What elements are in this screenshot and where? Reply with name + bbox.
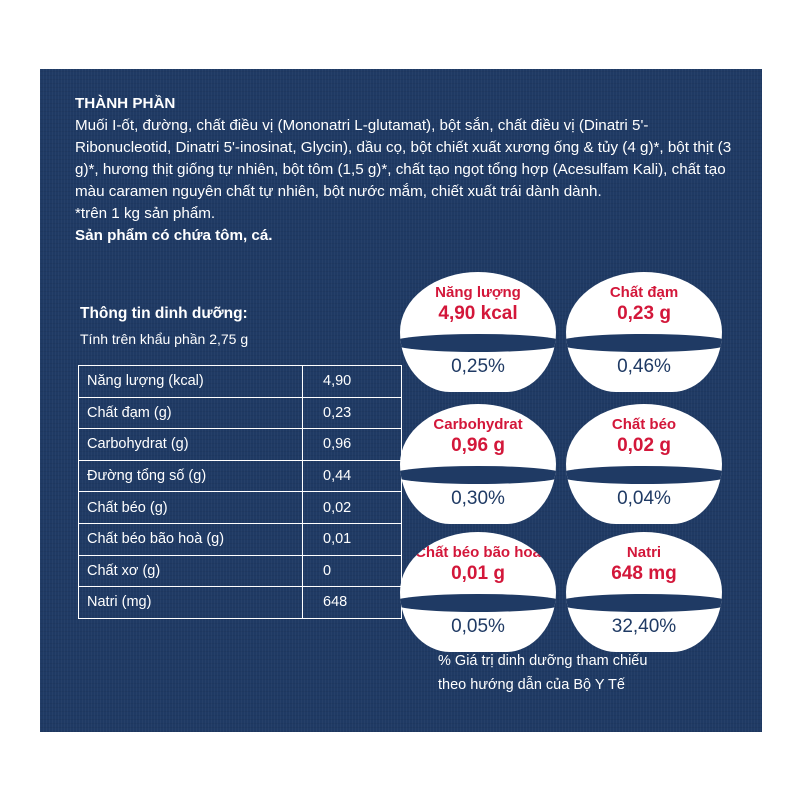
dv-label: Năng lượng	[435, 284, 521, 301]
dv-badge-protein: Chất đạm 0,23 g 0,46%	[566, 272, 722, 392]
dv-percent: 32,40%	[611, 616, 677, 637]
dv-percent: 0,04%	[617, 488, 671, 509]
dv-amount: 0,96 g	[451, 435, 505, 456]
dv-percent: 0,25%	[451, 356, 505, 377]
table-row: Chất đạm (g) 0,23	[78, 396, 402, 430]
dv-label: Carbohydrat	[433, 416, 523, 433]
table-row: Chất xơ (g) 0	[78, 554, 402, 588]
footnote-line: theo hướng dẫn của Bộ Y Tế	[438, 677, 625, 693]
row-label: Chất xơ (g)	[78, 554, 303, 588]
label-panel: THÀNH PHẦN Muối I-ốt, đường, chất điều v…	[40, 69, 762, 732]
dv-percent: 0,46%	[617, 356, 671, 377]
badge-divider	[400, 334, 556, 352]
row-value: 0,96	[302, 428, 402, 461]
nutrition-title: Thông tin dinh dưỡng:	[80, 305, 248, 322]
dv-badge-sodium: Natri 648 mg 32,40%	[566, 532, 722, 652]
row-value: 0,44	[302, 459, 402, 493]
dv-badge-carbohydrate: Carbohydrat 0,96 g 0,30%	[400, 404, 556, 524]
row-value: 0	[302, 554, 402, 588]
dv-amount: 0,02 g	[617, 435, 671, 456]
row-label: Chất đạm (g)	[78, 396, 303, 430]
dv-label: Natri	[626, 544, 662, 561]
table-row: Chất béo bão hoà (g) 0,01	[78, 522, 402, 556]
dv-percent: 0,05%	[451, 616, 505, 637]
row-value: 648	[302, 586, 402, 619]
table-row: Chất béo (g) 0,02	[78, 491, 402, 524]
table-row: Natri (mg) 648	[78, 586, 402, 619]
dv-badge-saturated-fat: Chất béo bão hoà 0,01 g 0,05%	[400, 532, 556, 652]
row-label: Đường tổng số (g)	[78, 459, 303, 493]
badge-divider	[400, 466, 556, 484]
row-value: 0,01	[302, 522, 402, 556]
badge-divider	[566, 466, 722, 484]
ingredients-note: *trên 1 kg sản phẩm.	[75, 205, 216, 222]
row-label: Natri (mg)	[78, 586, 303, 619]
allergen-warning: Sản phẩm có chứa tôm, cá.	[75, 227, 273, 244]
dv-footnote: % Giá trị dinh dưỡng tham chiếu theo hướ…	[438, 649, 647, 697]
dv-amount: 0,23 g	[617, 303, 671, 324]
ingredients-title: THÀNH PHẦN	[75, 95, 176, 112]
nutrition-subtitle: Tính trên khẩu phần 2,75 g	[80, 331, 249, 347]
row-value: 4,90	[302, 365, 402, 398]
dv-label: Chất béo	[611, 416, 677, 433]
row-label: Chất béo bão hoà (g)	[78, 522, 303, 556]
table-row: Đường tổng số (g) 0,44	[78, 459, 402, 493]
table-row: Năng lượng (kcal) 4,90	[78, 365, 402, 398]
row-label: Carbohydrat (g)	[78, 428, 303, 461]
badge-divider	[566, 594, 722, 612]
row-label: Chất béo (g)	[78, 491, 303, 524]
badge-divider	[566, 334, 722, 352]
row-label: Năng lượng (kcal)	[78, 365, 303, 398]
dv-amount: 0,01 g	[451, 563, 505, 584]
dv-badge-energy: Năng lượng 4,90 kcal 0,25%	[400, 272, 556, 392]
dv-amount: 4,90 kcal	[438, 303, 518, 324]
dv-label: Chất đạm	[609, 284, 679, 301]
dv-percent: 0,30%	[451, 488, 505, 509]
ingredients-section: THÀNH PHẦN Muối I-ốt, đường, chất điều v…	[75, 93, 735, 247]
table-row: Carbohydrat (g) 0,96	[78, 428, 402, 461]
ingredients-text: Muối I-ốt, đường, chất điều vị (Mononatr…	[75, 117, 732, 200]
badge-divider	[400, 594, 556, 612]
dv-label: Chất béo bão hoà	[415, 544, 541, 561]
footnote-line: % Giá trị dinh dưỡng tham chiếu	[438, 653, 648, 669]
row-value: 0,02	[302, 491, 402, 524]
row-value: 0,23	[302, 396, 402, 430]
dv-badge-fat: Chất béo 0,02 g 0,04%	[566, 404, 722, 524]
dv-amount: 648 mg	[611, 563, 677, 584]
nutrition-table: Năng lượng (kcal) 4,90 Chất đạm (g) 0,23 C…	[78, 365, 402, 619]
